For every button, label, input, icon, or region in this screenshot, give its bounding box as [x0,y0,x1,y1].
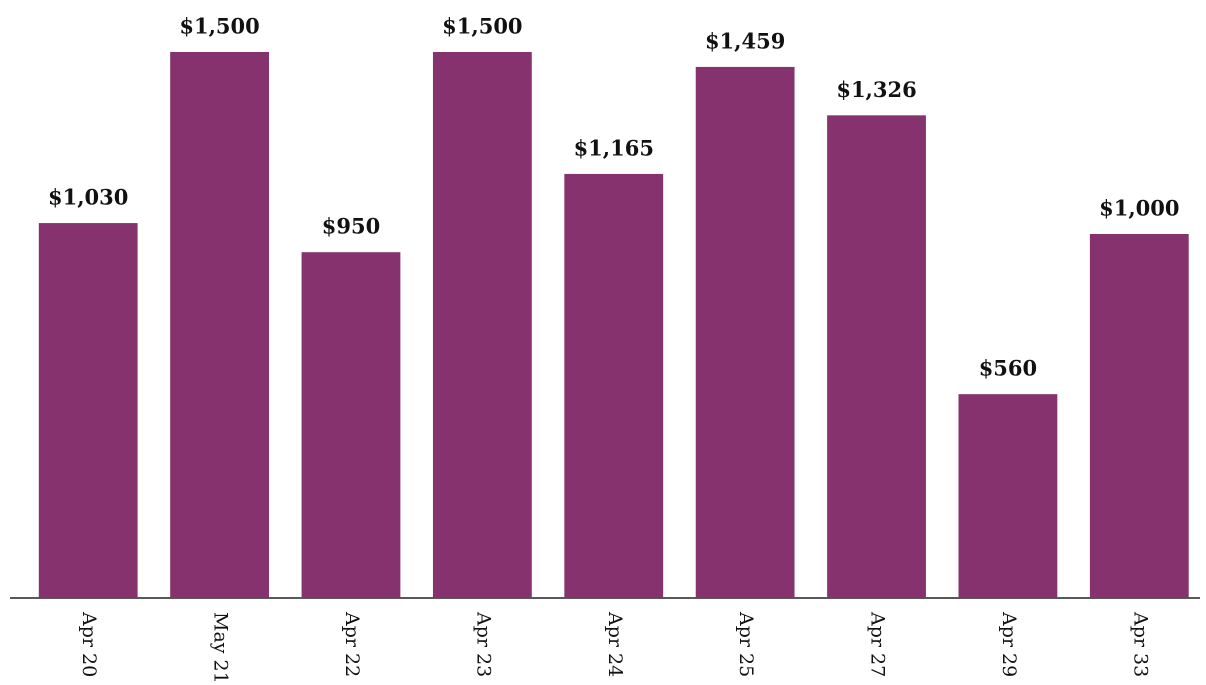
value-label: $1,030 [48,185,128,210]
bar [564,173,664,598]
bar [170,52,269,598]
x-tick-label: Apr 25 [735,611,757,677]
value-label: $1,500 [442,14,522,39]
x-tick-label: Apr 20 [78,611,100,677]
bar [1089,234,1189,598]
value-label: $560 [979,356,1037,381]
value-label: $1,326 [836,77,916,102]
value-label: $1,000 [1099,196,1179,221]
value-label: $950 [322,214,380,239]
value-label: $1,165 [574,135,654,160]
value-label: $1,459 [705,28,785,53]
x-tick-label: Apr 29 [998,611,1020,677]
bar [432,52,532,598]
x-tick-label: Apr 24 [604,611,626,677]
value-label: $1,500 [179,14,259,39]
x-tick-label: Apr 22 [341,611,363,677]
x-tick-label: Apr 23 [472,611,494,677]
x-tick-label: Apr 33 [1129,611,1151,677]
x-tick-label: Apr 27 [867,611,889,677]
bar [301,252,401,598]
x-tick-label: May 21 [210,612,232,684]
bar [958,394,1058,598]
bar [827,115,926,598]
bar [38,223,138,598]
bar [695,66,795,598]
